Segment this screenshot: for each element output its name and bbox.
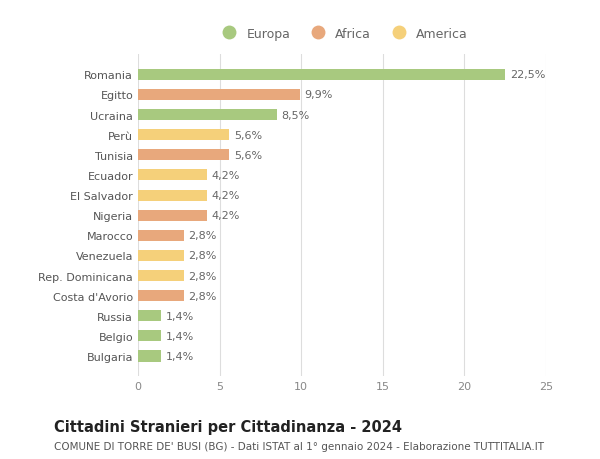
Text: 1,4%: 1,4% (166, 311, 194, 321)
Bar (138, 291, 184, 302)
Bar (138, 70, 505, 81)
Text: 8,5%: 8,5% (281, 110, 310, 120)
Text: 2,8%: 2,8% (188, 251, 217, 261)
Bar (138, 250, 184, 262)
Text: 5,6%: 5,6% (234, 151, 262, 161)
Bar (138, 110, 277, 121)
Text: 2,8%: 2,8% (188, 231, 217, 241)
Text: 22,5%: 22,5% (510, 70, 545, 80)
Bar (138, 150, 229, 161)
Bar (138, 330, 161, 341)
Bar (138, 190, 206, 201)
Text: 4,2%: 4,2% (211, 211, 240, 221)
Text: 1,4%: 1,4% (166, 331, 194, 341)
Text: 4,2%: 4,2% (211, 190, 240, 201)
Text: 2,8%: 2,8% (188, 291, 217, 301)
Text: 5,6%: 5,6% (234, 130, 262, 140)
Bar (138, 210, 206, 221)
Legend: Europa, Africa, America: Europa, Africa, America (211, 23, 473, 46)
Bar (138, 230, 184, 241)
Bar (138, 170, 206, 181)
Text: 2,8%: 2,8% (188, 271, 217, 281)
Text: 1,4%: 1,4% (166, 351, 194, 361)
Text: COMUNE DI TORRE DE' BUSI (BG) - Dati ISTAT al 1° gennaio 2024 - Elaborazione TUT: COMUNE DI TORRE DE' BUSI (BG) - Dati IST… (54, 441, 544, 451)
Bar (138, 130, 229, 141)
Text: 9,9%: 9,9% (304, 90, 333, 100)
Text: 4,2%: 4,2% (211, 171, 240, 180)
Bar (138, 311, 161, 322)
Text: Cittadini Stranieri per Cittadinanza - 2024: Cittadini Stranieri per Cittadinanza - 2… (54, 419, 402, 434)
Bar (138, 90, 299, 101)
Bar (138, 351, 161, 362)
Bar (138, 270, 184, 281)
